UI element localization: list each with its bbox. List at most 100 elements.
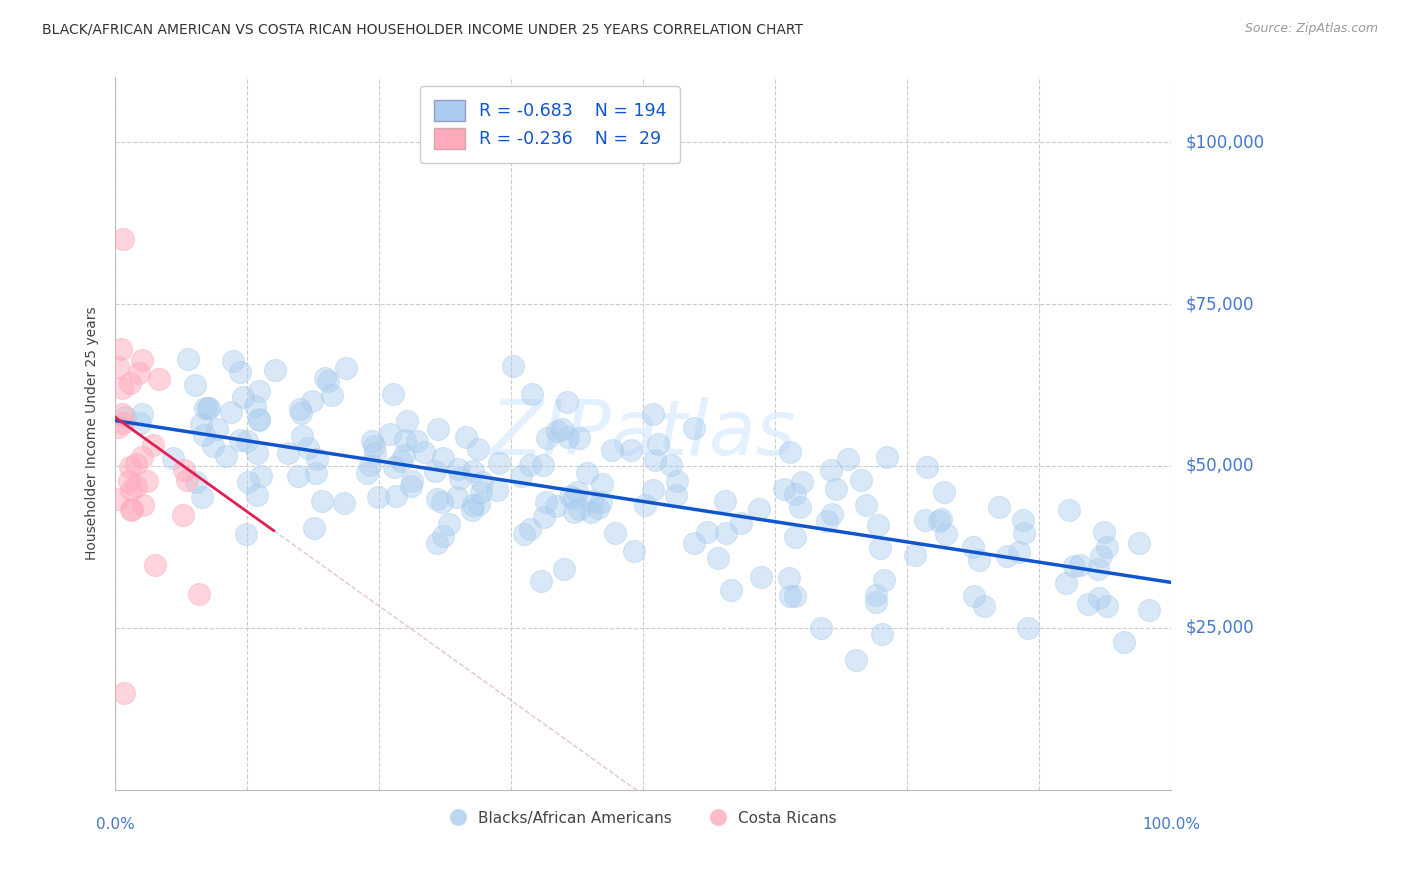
Point xyxy=(335,361,357,376)
Point xyxy=(136,474,159,488)
Point xyxy=(929,511,952,525)
Legend: Blacks/African Americans, Costa Ricans: Blacks/African Americans, Costa Ricans xyxy=(444,805,842,832)
Point xyxy=(865,594,887,608)
Point xyxy=(190,490,212,504)
Point xyxy=(789,500,811,514)
Point xyxy=(247,384,270,398)
Point xyxy=(967,553,990,567)
Point xyxy=(463,464,485,478)
Point xyxy=(311,494,333,508)
Point xyxy=(290,401,312,416)
Point xyxy=(222,354,245,368)
Point xyxy=(536,431,558,445)
Point xyxy=(162,450,184,465)
Point xyxy=(321,387,343,401)
Point xyxy=(510,469,533,483)
Point xyxy=(1097,540,1119,554)
Point xyxy=(1087,562,1109,576)
Point xyxy=(683,421,706,435)
Point xyxy=(120,459,142,474)
Point xyxy=(461,502,484,516)
Point xyxy=(647,436,669,450)
Point xyxy=(620,443,643,458)
Point xyxy=(229,365,252,379)
Point xyxy=(145,558,167,572)
Point xyxy=(520,387,543,401)
Point xyxy=(447,462,470,476)
Point xyxy=(644,452,666,467)
Point xyxy=(131,352,153,367)
Point xyxy=(399,479,422,493)
Point xyxy=(229,433,252,447)
Text: $50,000: $50,000 xyxy=(1185,457,1254,475)
Point xyxy=(1114,635,1136,649)
Point xyxy=(1057,503,1080,517)
Point xyxy=(430,494,453,508)
Point xyxy=(641,407,664,421)
Point xyxy=(304,521,326,535)
Point xyxy=(107,419,129,434)
Point xyxy=(305,466,328,480)
Point xyxy=(197,401,219,415)
Point xyxy=(333,496,356,510)
Point xyxy=(125,478,148,492)
Point xyxy=(287,468,309,483)
Point xyxy=(250,468,273,483)
Point xyxy=(197,401,219,416)
Point xyxy=(513,526,536,541)
Point xyxy=(865,588,887,602)
Point xyxy=(935,527,957,541)
Point xyxy=(314,371,336,385)
Text: $75,000: $75,000 xyxy=(1185,295,1254,313)
Point xyxy=(232,390,254,404)
Point xyxy=(488,456,510,470)
Point xyxy=(714,525,737,540)
Text: ZIPatlas: ZIPatlas xyxy=(491,397,796,471)
Point xyxy=(815,514,838,528)
Point xyxy=(107,491,129,506)
Point xyxy=(868,518,890,533)
Point xyxy=(401,474,423,488)
Point xyxy=(666,475,689,489)
Point xyxy=(749,570,772,584)
Point xyxy=(361,434,384,449)
Point xyxy=(550,421,572,435)
Point xyxy=(120,503,142,517)
Point xyxy=(193,427,215,442)
Point xyxy=(382,459,405,474)
Point xyxy=(385,489,408,503)
Point xyxy=(1054,576,1077,591)
Point xyxy=(928,514,950,528)
Point xyxy=(485,483,508,497)
Point xyxy=(783,589,806,603)
Point xyxy=(1097,599,1119,613)
Point xyxy=(783,486,806,500)
Point xyxy=(463,498,485,512)
Point xyxy=(869,541,891,556)
Point xyxy=(297,441,319,455)
Point xyxy=(432,529,454,543)
Point xyxy=(219,405,242,419)
Point xyxy=(544,500,567,514)
Point xyxy=(682,535,704,549)
Point xyxy=(111,416,134,430)
Point xyxy=(1069,558,1091,573)
Point xyxy=(821,507,844,521)
Point xyxy=(825,482,848,496)
Point xyxy=(973,599,995,613)
Point xyxy=(471,475,494,489)
Y-axis label: Householder Income Under 25 years: Householder Income Under 25 years xyxy=(86,307,100,560)
Point xyxy=(356,466,378,480)
Point xyxy=(381,387,404,401)
Point xyxy=(236,475,259,489)
Point xyxy=(148,372,170,386)
Point xyxy=(128,366,150,380)
Point xyxy=(659,458,682,473)
Point xyxy=(714,494,737,508)
Point xyxy=(876,450,898,464)
Point xyxy=(720,583,742,598)
Point xyxy=(176,473,198,487)
Point xyxy=(363,439,385,453)
Point xyxy=(707,550,730,565)
Point xyxy=(188,587,211,601)
